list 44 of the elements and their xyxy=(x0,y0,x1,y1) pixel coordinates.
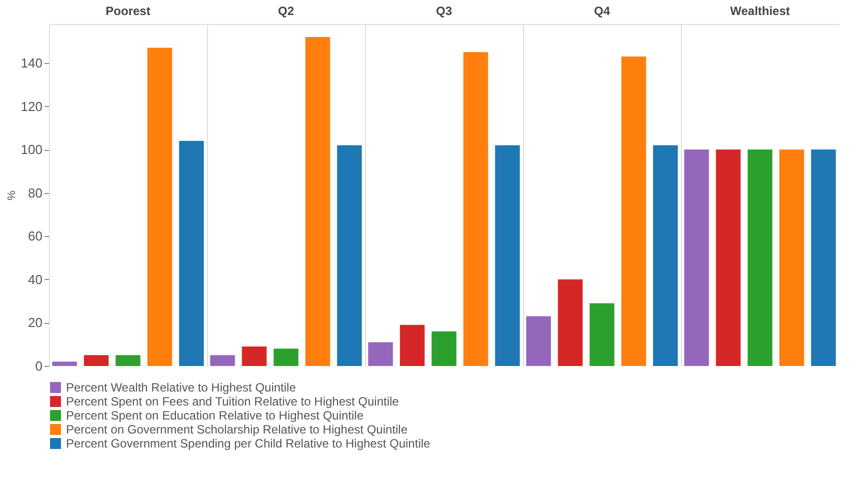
bar xyxy=(210,355,235,366)
x-tick-label: Q3 xyxy=(436,4,452,18)
bar xyxy=(495,145,520,366)
bar xyxy=(653,145,678,366)
y-tick-label: 140 xyxy=(20,55,42,70)
legend-label: Percent Government Spending per Child Relative to Highest Quintile xyxy=(66,436,431,450)
bar xyxy=(432,331,456,366)
bar xyxy=(84,355,109,366)
bar xyxy=(811,150,836,366)
legend-label: Percent Wealth Relative to Highest Quintile xyxy=(66,380,296,394)
bar xyxy=(242,346,267,366)
bar xyxy=(684,150,709,366)
bar xyxy=(368,342,393,366)
bar xyxy=(558,279,583,366)
bar xyxy=(526,316,551,366)
bar xyxy=(463,52,488,366)
bar xyxy=(748,150,772,366)
bar xyxy=(779,150,804,366)
bar xyxy=(147,48,172,366)
legend-label: Percent Spent on Fees and Tuition Relative to Highest Quintile xyxy=(66,394,400,408)
legend-label: Percent on Government Scholarship Relative to Highest Quintile xyxy=(66,422,408,436)
bar xyxy=(716,150,741,366)
y-tick-label: 100 xyxy=(20,142,42,158)
x-tick-label: Q4 xyxy=(594,4,610,18)
bar xyxy=(274,348,298,366)
bar xyxy=(179,140,204,366)
bar xyxy=(400,324,425,366)
y-tick-label: 120 xyxy=(20,98,42,114)
bar xyxy=(305,36,330,366)
bar xyxy=(116,355,140,366)
y-tick-label: 40 xyxy=(28,272,42,287)
x-tick-label: Q2 xyxy=(278,4,294,18)
bar xyxy=(337,145,362,366)
x-tick-label: Wealthiest xyxy=(730,4,790,18)
bar xyxy=(590,303,614,366)
y-tick-label: 60 xyxy=(28,228,42,244)
x-tick-label: Poorest xyxy=(106,4,150,18)
y-tick-label: 0 xyxy=(35,358,42,374)
legend-label: Percent Spent on Education Relative to Highest Quintile xyxy=(66,408,364,422)
y-tick-label: 20 xyxy=(28,315,42,330)
y-tick-label: 80 xyxy=(28,185,42,200)
bar xyxy=(52,362,77,366)
y-axis-title: % xyxy=(6,190,18,200)
bar xyxy=(621,56,646,366)
